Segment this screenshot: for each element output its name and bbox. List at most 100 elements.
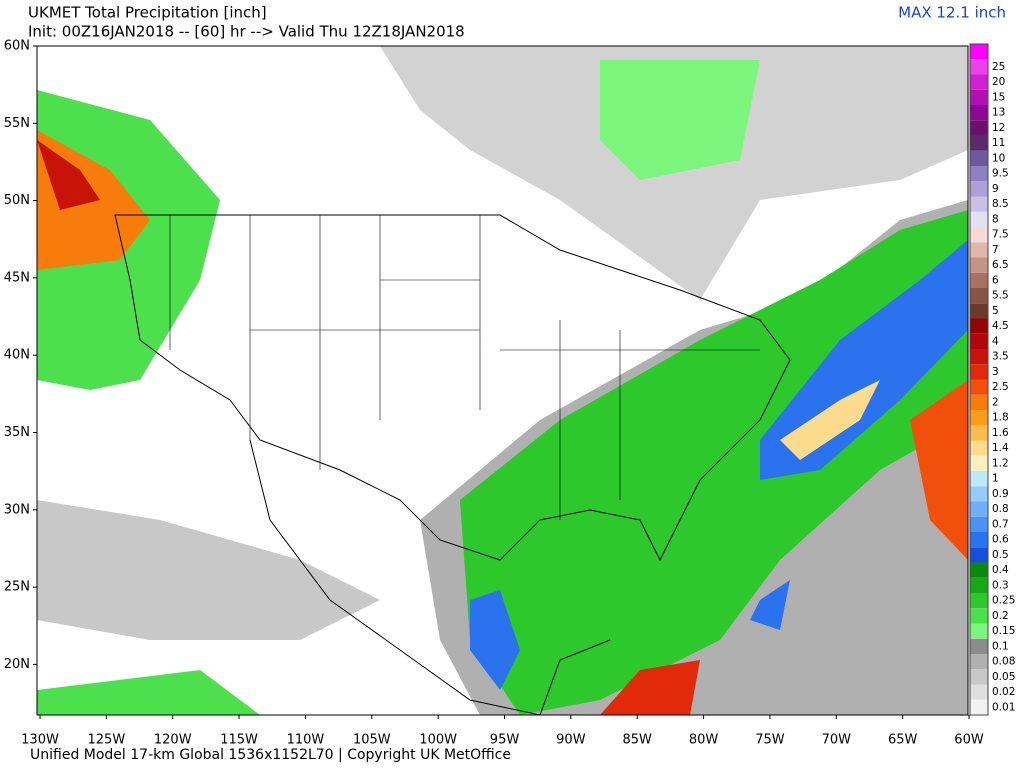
colorbar-swatch bbox=[970, 196, 988, 212]
colorbar-label: 0.1 bbox=[992, 640, 1009, 652]
colorbar-swatch bbox=[970, 74, 988, 90]
colorbar-swatch bbox=[970, 471, 988, 487]
lat-label: 20N bbox=[4, 657, 30, 672]
colorbar-label: 1.4 bbox=[992, 442, 1009, 454]
colorbar-swatch bbox=[970, 516, 988, 532]
colorbar-label: 1.8 bbox=[992, 412, 1009, 424]
footer: Unified Model 17-km Global 1536x1152L70 … bbox=[30, 747, 511, 763]
colorbar-label: 20 bbox=[992, 76, 1005, 88]
colorbar-swatch bbox=[970, 547, 988, 563]
colorbar-label: 4.5 bbox=[992, 320, 1009, 332]
precip-area bbox=[37, 670, 260, 715]
colorbar-label: 0.4 bbox=[992, 564, 1009, 576]
colorbar-swatch bbox=[970, 699, 988, 715]
colorbar-label: 0.15 bbox=[992, 625, 1015, 637]
colorbar-swatch bbox=[970, 593, 988, 609]
colorbar-label: 1 bbox=[992, 473, 999, 485]
colorbar-swatch bbox=[970, 623, 988, 639]
coastline bbox=[249, 439, 611, 716]
colorbar-label: 0.6 bbox=[992, 534, 1009, 546]
colorbar-swatch bbox=[970, 455, 988, 471]
colorbar-label: 0.7 bbox=[992, 518, 1009, 530]
precip-area bbox=[600, 60, 760, 180]
colorbar-label: 0.2 bbox=[992, 610, 1009, 622]
colorbar-swatch bbox=[970, 242, 988, 258]
colorbar-label: 12 bbox=[992, 122, 1005, 134]
colorbar-swatch bbox=[970, 684, 988, 700]
lon-label: 105W bbox=[353, 733, 391, 748]
colorbar-swatch bbox=[970, 89, 988, 105]
colorbar-label: 0.8 bbox=[992, 503, 1009, 515]
colorbar-swatch bbox=[970, 227, 988, 243]
colorbar-swatch bbox=[970, 425, 988, 441]
lon-label: 110W bbox=[287, 733, 325, 748]
subtitle: Init: 00Z16JAN2018 -- [60] hr --> Valid … bbox=[28, 23, 465, 41]
colorbar-swatch bbox=[970, 288, 988, 304]
colorbar-swatch bbox=[970, 501, 988, 517]
lon-label: 60W bbox=[954, 733, 984, 748]
precip-area bbox=[600, 660, 700, 715]
colorbar-swatch bbox=[970, 379, 988, 395]
colorbar-label: 5 bbox=[992, 305, 999, 317]
coastline bbox=[114, 214, 791, 562]
lat-label: 30N bbox=[4, 502, 30, 517]
colorbar-label: 10 bbox=[992, 152, 1005, 164]
colorbar-swatch bbox=[970, 333, 988, 349]
colorbar-top bbox=[970, 44, 988, 60]
state-borders bbox=[169, 215, 760, 520]
colorbar-swatch bbox=[970, 562, 988, 578]
lat-label: 55N bbox=[4, 116, 30, 131]
colorbar-label: 11 bbox=[992, 137, 1005, 149]
colorbar-swatch bbox=[970, 532, 988, 548]
colorbar-label: 6 bbox=[992, 274, 999, 286]
map-frame bbox=[36, 45, 969, 716]
lon-label: 80W bbox=[689, 733, 719, 748]
colorbar-swatch bbox=[970, 394, 988, 410]
colorbar-swatch bbox=[970, 638, 988, 654]
colorbar-swatch bbox=[970, 181, 988, 197]
lat-label: 50N bbox=[4, 193, 30, 208]
precip-area bbox=[460, 210, 968, 715]
title: UKMET Total Precipitation [inch] bbox=[28, 4, 267, 22]
colorbar-label: 0.02 bbox=[992, 686, 1015, 698]
lon-label: 125W bbox=[88, 733, 126, 748]
colorbar-swatch bbox=[970, 608, 988, 624]
colorbar-label: 0.05 bbox=[992, 671, 1015, 683]
lat-label: 35N bbox=[4, 425, 30, 440]
lon-label: 85W bbox=[623, 733, 653, 748]
precip-area bbox=[750, 580, 790, 630]
colorbar-frame bbox=[969, 43, 989, 716]
colorbar-swatch bbox=[970, 120, 988, 136]
colorbar-swatch bbox=[970, 349, 988, 365]
colorbar-label: 7 bbox=[992, 244, 999, 256]
colorbar-swatch bbox=[970, 59, 988, 75]
colorbar-label: 0.01 bbox=[992, 701, 1015, 713]
colorbar-label: 2.5 bbox=[992, 381, 1009, 393]
lon-label: 100W bbox=[419, 733, 457, 748]
colorbar-label: 7.5 bbox=[992, 229, 1009, 241]
precip-area bbox=[37, 140, 100, 210]
colorbar-label: 5.5 bbox=[992, 290, 1009, 302]
lon-label: 65W bbox=[888, 733, 918, 748]
colorbar-swatch bbox=[970, 303, 988, 319]
precip-area bbox=[37, 500, 380, 640]
lon-label: 95W bbox=[490, 733, 520, 748]
colorbar-label: 9 bbox=[992, 183, 999, 195]
colorbar-swatch bbox=[970, 410, 988, 426]
colorbar-swatch bbox=[970, 211, 988, 227]
colorbar-swatch bbox=[970, 577, 988, 593]
lat-label: 45N bbox=[4, 270, 30, 285]
lon-label: 120W bbox=[154, 733, 192, 748]
colorbar-swatch bbox=[970, 166, 988, 182]
colorbar-swatch bbox=[970, 150, 988, 166]
colorbar-label: 15 bbox=[992, 91, 1005, 103]
colorbar-label: 0.5 bbox=[992, 549, 1009, 561]
lon-label: 115W bbox=[220, 733, 258, 748]
colorbar-label: 4 bbox=[992, 335, 999, 347]
colorbar-label: 9.5 bbox=[992, 168, 1009, 180]
colorbar-label: 0.3 bbox=[992, 579, 1009, 591]
precip-area bbox=[780, 380, 880, 460]
colorbar-swatch bbox=[970, 669, 988, 685]
colorbar-label: 1.6 bbox=[992, 427, 1009, 439]
